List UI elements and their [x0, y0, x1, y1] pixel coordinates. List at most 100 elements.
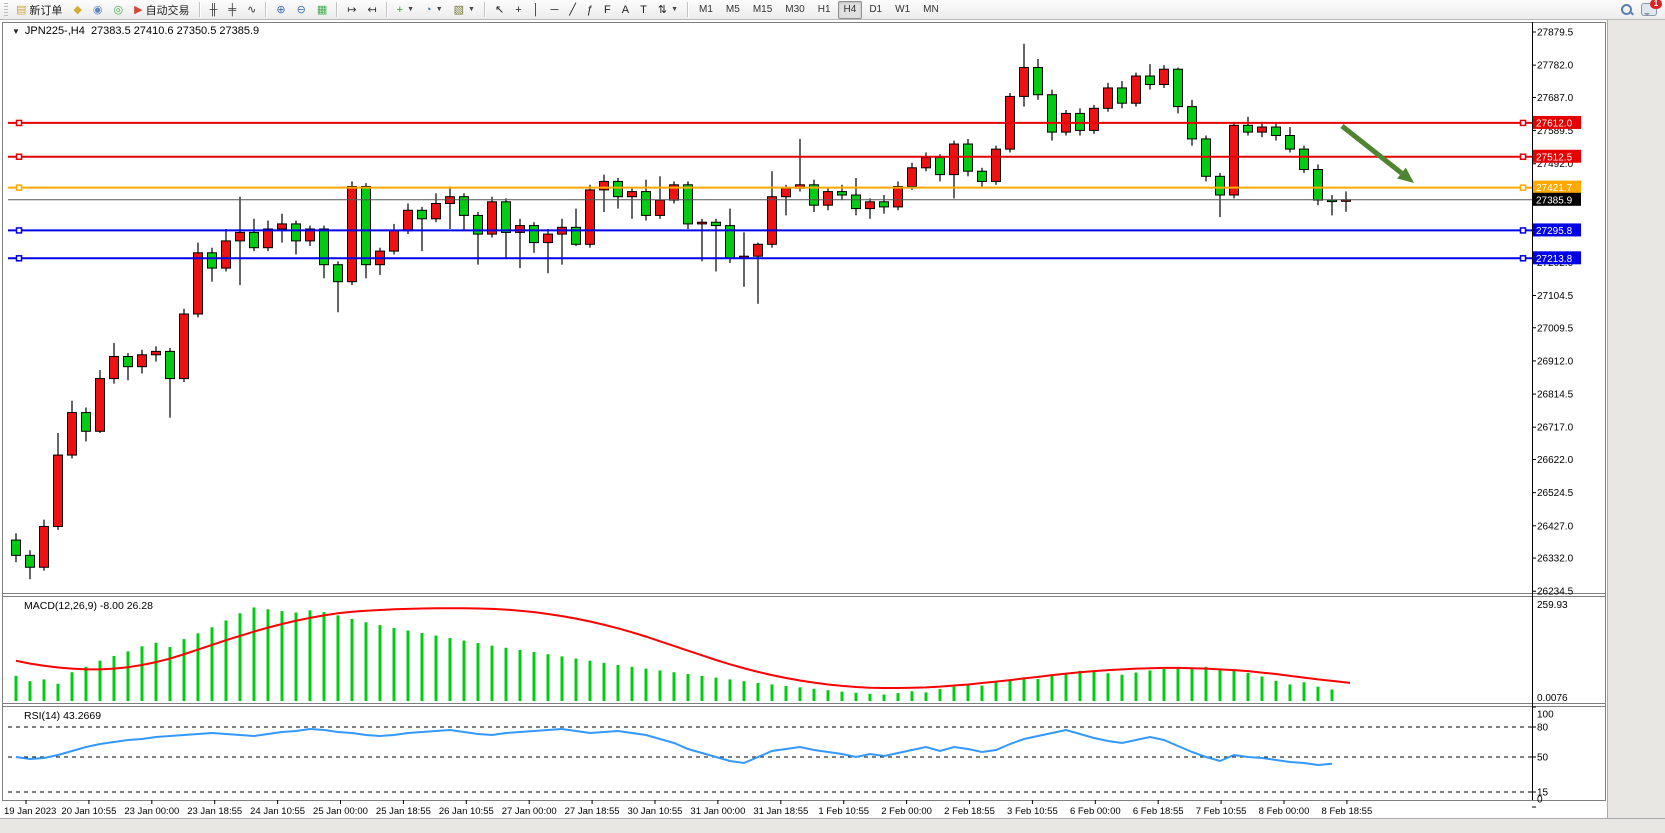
- candlestick-chart-button[interactable]: ╪: [223, 0, 241, 20]
- candles-layer: [11, 43, 1351, 580]
- svg-text:0: 0: [1537, 795, 1543, 806]
- arrows-button[interactable]: ⇅ ▼: [653, 0, 683, 20]
- right-margin: [1607, 20, 1665, 832]
- tf-button-D1[interactable]: D1: [869, 4, 883, 15]
- horizontal-line-icon: ─: [550, 3, 559, 16]
- tf-button-H4[interactable]: H4: [837, 0, 863, 19]
- channels-button[interactable]: F: [599, 0, 616, 20]
- hline-handle[interactable]: [15, 119, 23, 127]
- auto-trading-button-label: 自动交易: [145, 4, 190, 17]
- search-icon[interactable]: [1620, 3, 1634, 16]
- svg-text:1 Feb 10:55: 1 Feb 10:55: [818, 806, 869, 817]
- chevron-down-icon: ▼: [671, 6, 679, 13]
- line-chart-button[interactable]: ∿: [242, 0, 261, 20]
- profile-button[interactable]: ◉: [88, 0, 108, 20]
- toolbar-separator: [265, 2, 268, 17]
- trend-arrow-annotation[interactable]: [1340, 124, 1414, 183]
- label-button[interactable]: T: [635, 0, 652, 20]
- auto-trading-button[interactable]: ▶ 自动交易: [129, 0, 194, 20]
- svg-text:15: 15: [1537, 788, 1549, 799]
- svg-text:23 Jan 18:55: 23 Jan 18:55: [187, 806, 242, 817]
- horizontal-line-button[interactable]: ─: [546, 0, 564, 20]
- price-line-label: 27512.5: [1533, 149, 1581, 163]
- profile-icon: ◉: [92, 3, 103, 16]
- price-axis: 27879.527782.027687.027589.527492.027202…: [1532, 28, 1581, 808]
- chart-shift-button[interactable]: ↤: [362, 0, 381, 20]
- zoom-out-button[interactable]: ⊖: [292, 0, 311, 20]
- collapse-triangle-icon[interactable]: ▼: [12, 27, 20, 36]
- svg-text:26717.0: 26717.0: [1537, 423, 1574, 434]
- svg-text:27512.5: 27512.5: [1536, 152, 1573, 163]
- tf-button-M30[interactable]: M30: [785, 4, 805, 15]
- zoom-in-button[interactable]: ⊕: [271, 0, 290, 20]
- tf-button-H1[interactable]: H1: [817, 4, 831, 15]
- chart-canvas[interactable]: 27879.527782.027687.027589.527492.027202…: [0, 20, 1665, 832]
- svg-text:3 Feb 10:55: 3 Feb 10:55: [1007, 806, 1058, 817]
- arrows-icon: ⇅: [657, 3, 668, 16]
- periods-icon: ◔: [425, 3, 432, 16]
- trendline-button[interactable]: ╱: [564, 0, 581, 20]
- hline-handle[interactable]: [15, 227, 23, 234]
- svg-text:23 Jan 00:00: 23 Jan 00:00: [124, 806, 179, 817]
- svg-text:26622.0: 26622.0: [1537, 455, 1574, 466]
- fibonacci-button[interactable]: ƒ: [582, 0, 598, 20]
- toolbar-right: 1: [1620, 0, 1663, 16]
- svg-text:8 Feb 00:00: 8 Feb 00:00: [1259, 806, 1310, 817]
- hline-handle[interactable]: [15, 153, 23, 161]
- chart-window[interactable]: 27879.527782.027687.027589.527492.027202…: [0, 20, 1665, 833]
- hline-handle[interactable]: [1519, 255, 1527, 262]
- tf-button-MN[interactable]: MN: [923, 4, 939, 15]
- tf-button-W1[interactable]: W1: [895, 4, 911, 15]
- svg-text:6 Feb 00:00: 6 Feb 00:00: [1070, 806, 1121, 817]
- signals-button[interactable]: ◎: [108, 0, 128, 20]
- chart-shift-icon: ↤: [367, 3, 377, 16]
- svg-text:27589.5: 27589.5: [1537, 126, 1574, 137]
- svg-text:8 Feb 18:55: 8 Feb 18:55: [1322, 806, 1373, 817]
- trendline-icon: ╱: [569, 3, 576, 16]
- svg-text:26524.5: 26524.5: [1537, 488, 1574, 499]
- hline-handle[interactable]: [15, 255, 23, 262]
- toolbar-grip[interactable]: [4, 2, 8, 17]
- price-line-label: 27213.8: [1533, 251, 1581, 265]
- svg-text:259.93: 259.93: [1537, 600, 1568, 611]
- svg-text:0.0076: 0.0076: [1537, 693, 1568, 704]
- hline-handle[interactable]: [1519, 227, 1527, 234]
- rsi-line: [15, 727, 1333, 767]
- hline-handle[interactable]: [1519, 119, 1527, 127]
- notification-badge: 1: [1650, 0, 1662, 9]
- svg-text:26 Jan 10:55: 26 Jan 10:55: [439, 806, 494, 817]
- svg-text:27612.0: 27612.0: [1536, 118, 1573, 129]
- new-order-button[interactable]: ▤ 新订单: [11, 0, 67, 20]
- svg-text:2 Feb 00:00: 2 Feb 00:00: [881, 806, 932, 817]
- symbol-ohlc-text: JPN225-,H4 27383.5 27410.6 27350.5 27385…: [24, 25, 260, 37]
- price-line-label: 27421.7: [1533, 180, 1581, 194]
- hline-handle[interactable]: [15, 184, 23, 191]
- auto-scroll-button[interactable]: ↦: [342, 0, 361, 20]
- svg-text:24 Jan 10:55: 24 Jan 10:55: [250, 806, 305, 817]
- hline-handle[interactable]: [1519, 153, 1527, 161]
- tf-button-M15[interactable]: M15: [752, 4, 773, 15]
- tf-button-M5[interactable]: M5: [725, 4, 740, 15]
- indicators-button[interactable]: + ▼: [392, 0, 419, 20]
- panel-frames: [2, 22, 1606, 801]
- templates-button[interactable]: ▧ ▼: [449, 0, 480, 20]
- vertical-line-button[interactable]: │: [528, 0, 545, 20]
- periods-button[interactable]: ◔ ▼: [420, 0, 448, 20]
- cursor-button[interactable]: ↖: [490, 0, 509, 20]
- toolbar-separator: [385, 2, 388, 17]
- notifications-icon[interactable]: 1: [1641, 0, 1662, 16]
- price-line-label: 27385.9: [1533, 192, 1581, 206]
- tile-windows-button[interactable]: ▦: [312, 0, 332, 20]
- svg-text:26332.0: 26332.0: [1537, 554, 1574, 565]
- svg-text:25 Jan 00:00: 25 Jan 00:00: [313, 806, 368, 817]
- symbol-label: ▼ JPN225-,H4 27383.5 27410.6 27350.5 2738…: [12, 25, 259, 37]
- svg-text:25 Jan 18:55: 25 Jan 18:55: [376, 806, 431, 817]
- text-button[interactable]: A: [617, 0, 634, 20]
- tf-button-M1[interactable]: M1: [699, 4, 713, 15]
- bar-chart-button[interactable]: ╫: [205, 0, 223, 20]
- rsi-indicator-label: RSI(14) 43.2669: [24, 710, 102, 722]
- market-depth-button[interactable]: ◆: [68, 0, 86, 20]
- hline-handle[interactable]: [1519, 184, 1527, 191]
- tile-windows-icon: ▦: [316, 3, 328, 16]
- crosshair-button[interactable]: +: [510, 0, 526, 20]
